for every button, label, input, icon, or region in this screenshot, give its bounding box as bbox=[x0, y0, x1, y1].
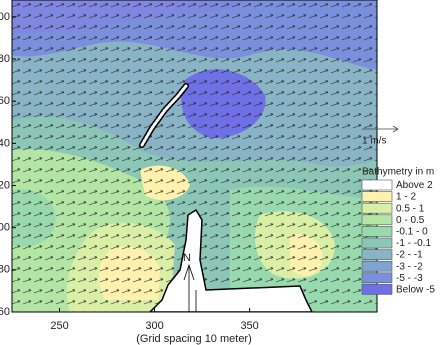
x-tick-label: 350 bbox=[240, 320, 258, 332]
scale-arrow-head bbox=[392, 125, 399, 133]
legend-swatch bbox=[361, 191, 393, 202]
y-tick-label: 80 bbox=[0, 264, 10, 276]
y-tick-label: 80 bbox=[0, 53, 10, 65]
legend-swatch bbox=[361, 272, 393, 284]
legend-swatch bbox=[361, 214, 393, 226]
y-tick-label: 60 bbox=[0, 306, 10, 318]
x-axis-label: (Grid spacing 10 meter) bbox=[136, 333, 252, 345]
y-tick-label: 60 bbox=[0, 95, 10, 107]
legend-swatch bbox=[361, 226, 393, 237]
legend-label: -3 - -2 bbox=[396, 261, 423, 272]
plot-frame bbox=[11, 0, 378, 313]
legend-swatch bbox=[361, 249, 393, 260]
legend-swatch bbox=[361, 237, 393, 249]
bathymetry-map bbox=[12, 0, 377, 312]
legend-label: Above 2 bbox=[396, 180, 433, 191]
legend-title: Bathymetry in m bbox=[362, 167, 434, 178]
legend-swatch bbox=[361, 202, 393, 214]
y-tick-label: 00 bbox=[0, 222, 10, 234]
legend-label: 0 - 0.5 bbox=[396, 215, 425, 226]
scale-label: 1 m/s bbox=[362, 136, 386, 147]
legend-swatch bbox=[361, 284, 393, 295]
x-tick-label: 300 bbox=[145, 320, 163, 332]
y-tick-label: 40 bbox=[0, 137, 10, 149]
y-tick-label: 20 bbox=[0, 179, 10, 191]
y-tick-label: 00 bbox=[0, 11, 10, 23]
legend-label: -1 - -0.1 bbox=[396, 238, 431, 249]
legend-label: -0.1 - 0 bbox=[396, 227, 428, 238]
legend-label: 0.5 - 1 bbox=[396, 203, 425, 214]
north-label: N bbox=[183, 252, 191, 264]
legend-label: Below -5 bbox=[396, 285, 435, 296]
x-tick-label: 250 bbox=[50, 320, 68, 332]
legend-label: -5 - -3 bbox=[396, 273, 423, 284]
legend-swatch bbox=[361, 179, 393, 191]
legend-label: -2 - -1 bbox=[396, 250, 423, 261]
legend: Above 21 - 20.5 - 10 - 0.5-0.1 - 0-1 - -… bbox=[361, 179, 435, 296]
legend-label: 1 - 2 bbox=[396, 192, 416, 203]
legend-swatch bbox=[361, 260, 393, 272]
